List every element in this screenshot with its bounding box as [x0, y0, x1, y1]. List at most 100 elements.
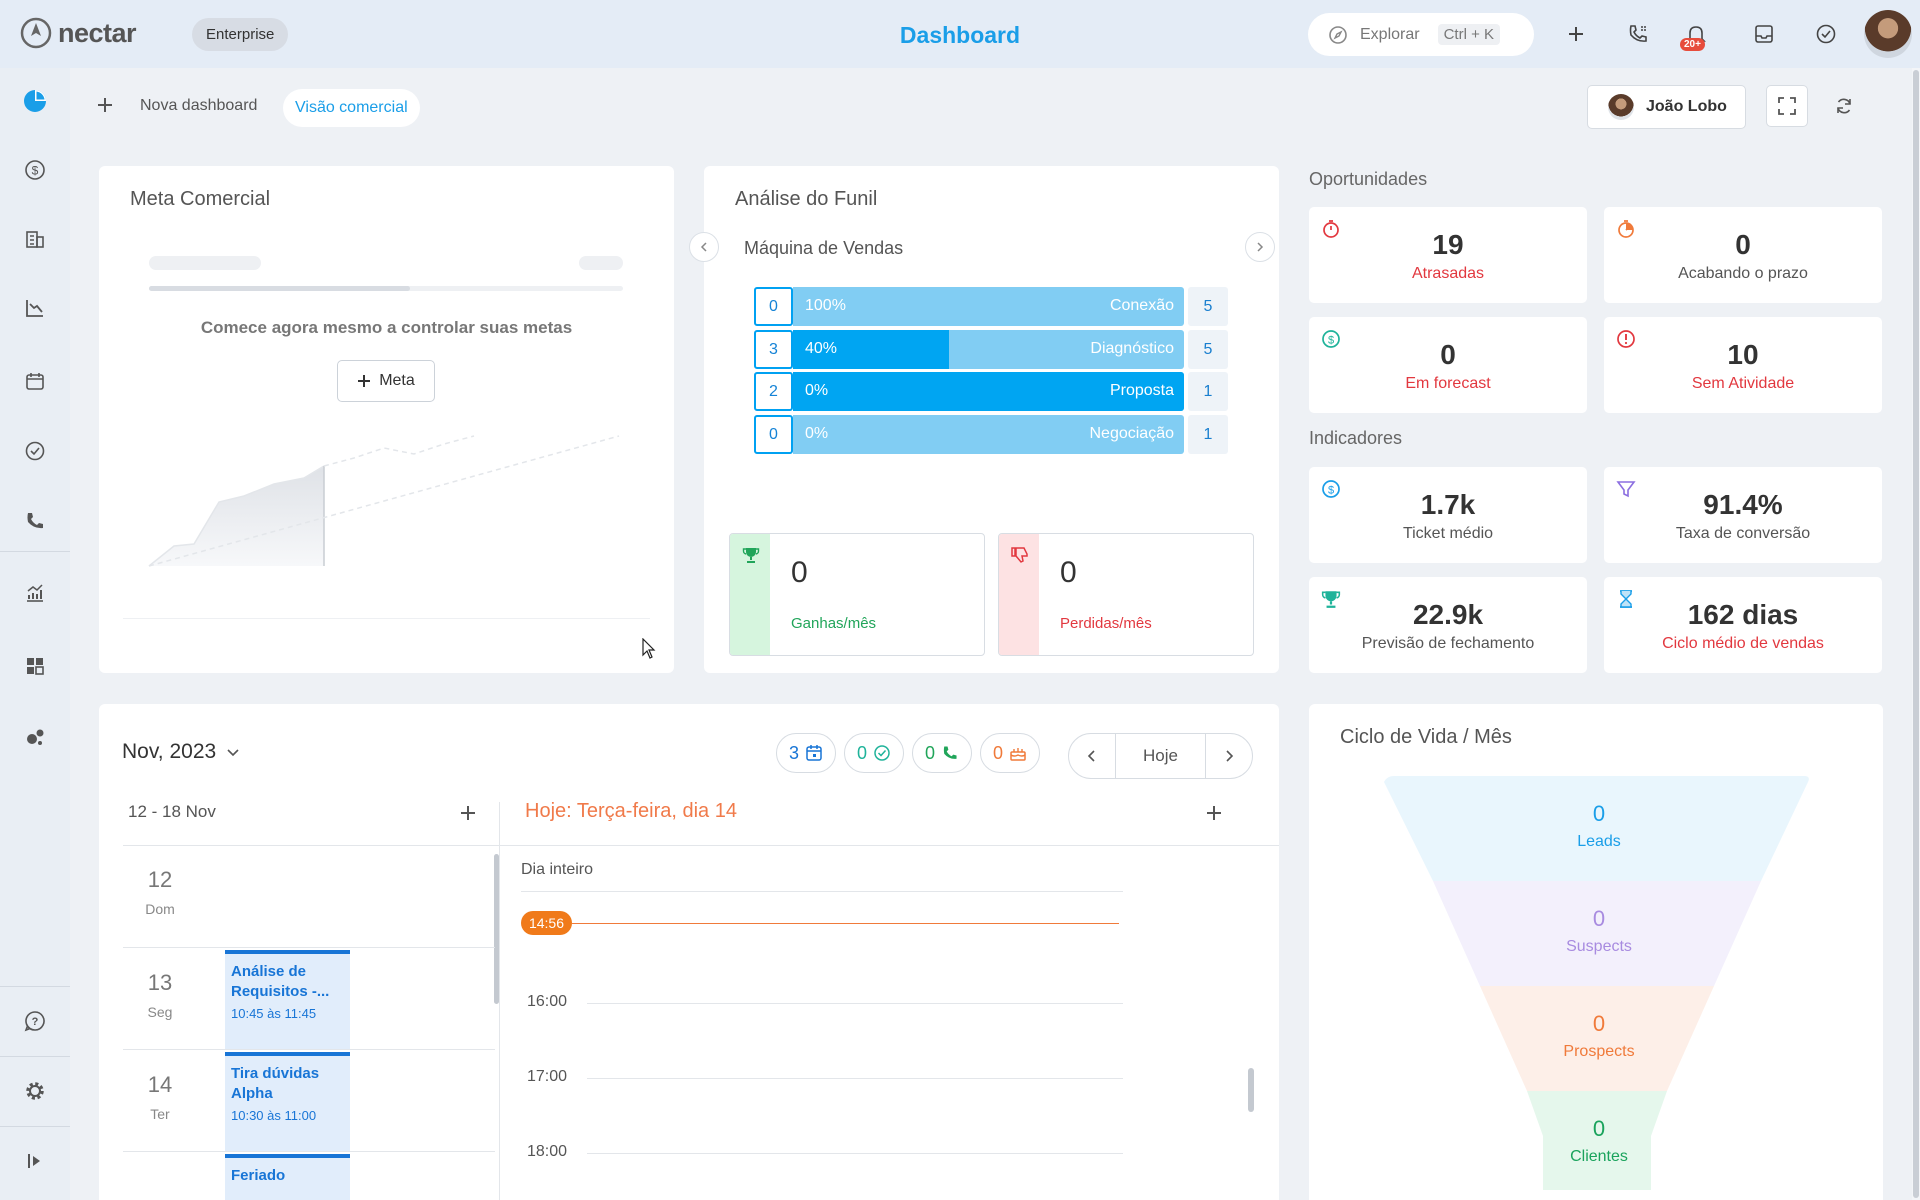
new-dashboard-button[interactable]: Nova dashboard	[140, 97, 258, 114]
integrations-icon[interactable]	[21, 723, 49, 751]
dollar-circle-icon: $	[1322, 480, 1340, 498]
timer-icon	[1618, 220, 1634, 238]
stage-bar: 0% Negociação	[793, 415, 1184, 454]
meta-card-title: Meta Comercial	[130, 188, 271, 210]
search-input[interactable]: Explorar Ctrl + K	[1308, 13, 1534, 56]
day-row[interactable]: 14 Ter Tira dúvidas Alpha 10:30 às 11:00	[123, 1049, 495, 1152]
calendar-split-divider	[499, 802, 500, 1200]
chevron-right-icon	[1226, 750, 1234, 762]
counter-calls[interactable]: 0	[912, 733, 972, 773]
stage-bar: 40% Diagnóstico	[793, 330, 1184, 369]
tile-label: Taxa de conversão	[1675, 525, 1811, 542]
add-dashboard-icon[interactable]	[96, 96, 114, 114]
funil-stage-row[interactable]: 0 0% Negociação 1	[704, 415, 1279, 454]
funil-prev-button[interactable]	[689, 232, 719, 262]
lifecycle-funnel-graphic	[1384, 776, 1809, 1190]
sidebar: $ ?	[0, 68, 70, 1200]
tile-sem-atividade[interactable]: 10 Sem Atividade	[1604, 317, 1882, 413]
funil-stage-row[interactable]: 2 0% Proposta 1	[704, 372, 1279, 411]
help-icon[interactable]: ?	[21, 1007, 49, 1035]
phone-call-icon[interactable]	[21, 507, 49, 535]
user-filter-button[interactable]: João Lobo	[1587, 85, 1746, 129]
phone-icon[interactable]	[1624, 20, 1652, 48]
tile-label: Atrasadas	[1411, 265, 1485, 282]
meta-cta-text: Comece agora mesmo a controlar suas meta…	[200, 318, 573, 337]
add-meta-button[interactable]: Meta	[337, 360, 435, 402]
add-day-event-icon[interactable]	[1205, 804, 1223, 822]
alert-circle-icon	[1617, 330, 1635, 348]
hour-line	[587, 1153, 1123, 1154]
check-circle-icon[interactable]	[1812, 20, 1840, 48]
page-scrollbar-thumb[interactable]	[1913, 70, 1919, 1198]
now-line	[572, 923, 1119, 924]
lost-label: Perdidas/mês	[1060, 615, 1152, 632]
calendar-month-picker[interactable]: Nov, 2023	[122, 740, 240, 764]
hour-label: 16:00	[527, 993, 568, 1010]
tile-acabando-prazo[interactable]: 0 Acabando o prazo	[1604, 207, 1882, 303]
tile-taxa-conversao[interactable]: 91.4% Taxa de conversão	[1604, 467, 1882, 563]
day-row[interactable]: 12 Dom	[123, 845, 495, 947]
day-row[interactable]: 13 Seg Análise de Requisitos -... 10:45 …	[123, 947, 495, 1050]
dollar-icon[interactable]: $	[21, 156, 49, 184]
task-check-icon[interactable]	[21, 437, 49, 465]
calendar-event[interactable]: Tira dúvidas Alpha 10:30 às 11:00	[225, 1052, 350, 1152]
stage-total: 1	[1188, 415, 1228, 454]
nectar-logo-icon	[20, 17, 52, 49]
meta-placeholder-chart	[148, 435, 620, 567]
logo-text: nectar	[58, 17, 137, 48]
day-row[interactable]: Feriado	[123, 1151, 495, 1200]
tile-label: Ticket médio	[1402, 525, 1494, 542]
calendar-next-button[interactable]	[1206, 733, 1252, 779]
calendar-event[interactable]: Análise de Requisitos -... 10:45 às 11:4…	[225, 950, 350, 1050]
user-filter-avatar	[1608, 94, 1634, 120]
inbox-icon[interactable]	[1750, 20, 1778, 48]
tile-label: Ciclo médio de vendas	[1662, 635, 1824, 652]
tile-label: Previsão de fechamento	[1361, 635, 1535, 652]
expand-sidebar-icon[interactable]	[21, 1147, 49, 1175]
funil-stage-row[interactable]: 0 100% Conexão 5	[704, 287, 1279, 326]
calendar-prev-button[interactable]	[1069, 733, 1115, 779]
event-time: 10:45 às 11:45	[231, 1006, 317, 1021]
building-icon[interactable]	[21, 225, 49, 253]
lost-deals-box[interactable]: 0 Perdidas/mês	[998, 533, 1254, 656]
tile-value: 0	[1735, 229, 1751, 260]
widgets-icon[interactable]	[21, 652, 49, 680]
tile-atrasadas[interactable]: 19 Atrasadas	[1309, 207, 1587, 303]
logo[interactable]: nectar	[20, 17, 137, 49]
funil-next-button[interactable]	[1245, 232, 1275, 262]
counter-calls-value: 0	[924, 742, 935, 763]
add-icon[interactable]	[1562, 20, 1590, 48]
calendar-icon[interactable]	[21, 367, 49, 395]
counter-birthdays[interactable]: 0	[980, 733, 1040, 773]
stage-total: 5	[1188, 287, 1228, 326]
week-scrollbar[interactable]	[494, 854, 499, 1004]
tile-previsao-fechamento[interactable]: 22.9k Previsão de fechamento	[1309, 577, 1587, 673]
tile-value: 10	[1727, 339, 1759, 370]
tab-visao-comercial[interactable]: Visão comercial	[283, 89, 420, 127]
won-deals-box[interactable]: 0 Ganhas/mês	[729, 533, 985, 656]
stage-bar-fill	[793, 330, 950, 369]
sidebar-divider	[0, 1056, 70, 1057]
counter-tasks[interactable]: 0	[844, 733, 904, 773]
stage-name: Conexão	[1109, 297, 1174, 314]
today-button[interactable]: Hoje	[1115, 733, 1206, 779]
analytics-icon[interactable]	[21, 579, 49, 607]
chart-down-icon[interactable]	[21, 294, 49, 322]
stage-count: 0	[754, 415, 793, 454]
counter-events[interactable]: 3	[776, 733, 836, 773]
calendar-event[interactable]: Feriado	[225, 1154, 350, 1200]
add-week-event-icon[interactable]	[459, 804, 477, 822]
day-scrollbar[interactable]	[1248, 1068, 1254, 1112]
fullscreen-button[interactable]	[1766, 85, 1808, 127]
dashboard-pie-icon[interactable]	[21, 87, 49, 115]
funil-stage-row[interactable]: 3 40% Diagnóstico 5	[704, 330, 1279, 369]
tile-ciclo-medio[interactable]: 162 dias Ciclo médio de vendas	[1604, 577, 1882, 673]
tile-em-forecast[interactable]: $ 0 Em forecast	[1309, 317, 1587, 413]
refresh-icon[interactable]	[1830, 92, 1858, 120]
lost-value: 0	[1060, 556, 1077, 589]
tile-ticket-medio[interactable]: $ 1.7k Ticket médio	[1309, 467, 1587, 563]
settings-gear-icon[interactable]	[21, 1077, 49, 1105]
event-title: Análise de Requisitos -...	[231, 963, 330, 1000]
user-avatar[interactable]	[1864, 10, 1912, 58]
trophy-icon	[742, 548, 760, 563]
